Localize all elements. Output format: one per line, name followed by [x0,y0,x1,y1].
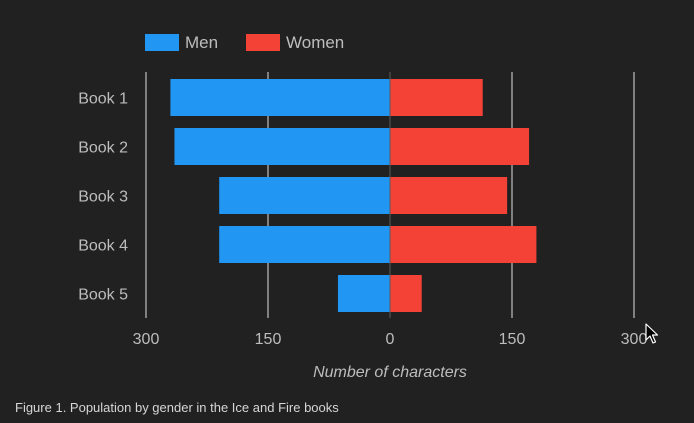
x-axis-title: Number of characters [313,364,467,381]
x-tick-label: 300 [621,331,648,348]
bar-men [174,128,390,165]
bar-women [390,275,422,312]
x-tick-label: 150 [255,331,282,348]
bar-men [219,177,390,214]
x-tick-label: 0 [386,331,395,348]
bar-women [390,177,508,214]
mouse-cursor-icon [645,323,659,344]
y-tick-label: Book 5 [78,287,128,304]
x-tick-label: 300 [133,331,160,348]
bar-men [219,226,390,263]
legend-label: Men [185,33,218,52]
legend-swatch [246,34,280,51]
x-axis-labels: 300 150 0 150 300 [133,331,648,348]
y-tick-label: Book 3 [78,189,128,206]
y-tick-label: Book 4 [78,238,128,255]
y-tick-label: Book 2 [78,140,128,157]
bar-women [390,226,537,263]
y-tick-label: Book 1 [78,91,128,108]
bar-women [390,79,483,116]
x-tick-label: 150 [499,331,526,348]
figure-caption: Figure 1. Population by gender in the Ic… [15,400,339,415]
bar-women [390,128,530,165]
bars [170,72,537,318]
bar-men [337,275,390,312]
legend-swatch [145,34,179,51]
legend: Men Women [145,33,344,52]
legend-label: Women [286,33,344,52]
bar-men [170,79,390,116]
y-axis-labels: Book 1 Book 2 Book 3 Book 4 Book 5 [78,91,128,304]
